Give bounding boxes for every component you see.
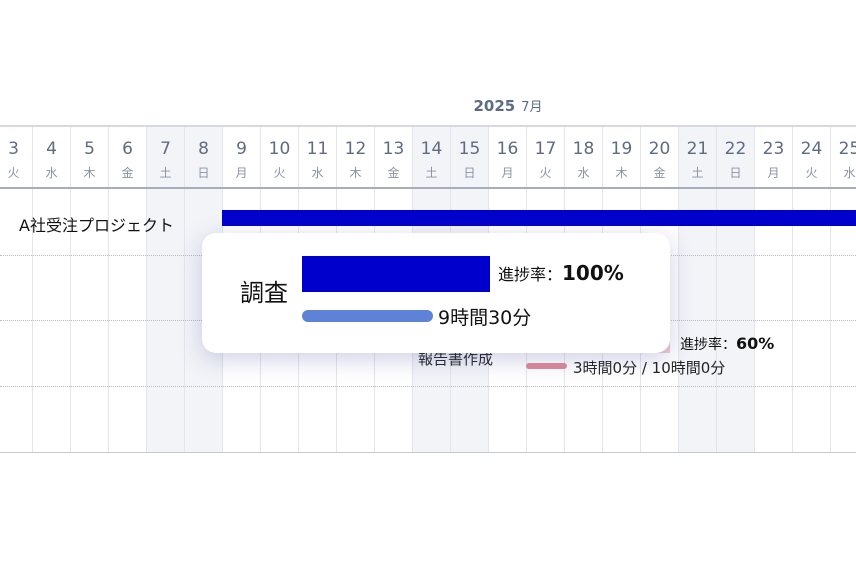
day-number: 9 bbox=[236, 139, 247, 159]
tooltip-time: 9時間30分 bbox=[438, 307, 532, 329]
weekday-label: 火 bbox=[7, 166, 20, 180]
weekday-label: 水 bbox=[577, 166, 590, 180]
weekday-label: 木 bbox=[83, 166, 96, 180]
task-tooltip: 調査 進捗率：100% 9時間30分 bbox=[202, 233, 670, 353]
weekday-label: 日 bbox=[729, 166, 742, 180]
weekday-label: 月 bbox=[501, 166, 514, 180]
weekday-label: 月 bbox=[235, 166, 248, 180]
day-number: 17 bbox=[534, 139, 557, 159]
day-number: 15 bbox=[458, 139, 481, 159]
weekday-label: 木 bbox=[349, 166, 362, 180]
weekday-label: 金 bbox=[653, 166, 666, 180]
weekday-label: 土 bbox=[691, 166, 704, 180]
task-label: 報告書作成 bbox=[418, 350, 494, 368]
task-progress: 進捗率：60% bbox=[680, 334, 774, 354]
day-number: 21 bbox=[686, 139, 709, 159]
day-number: 6 bbox=[122, 139, 133, 159]
month-label: 7月 bbox=[521, 100, 543, 115]
weekday-label: 日 bbox=[197, 166, 210, 180]
day-number: 12 bbox=[344, 139, 367, 159]
progress-label: 進捗率： bbox=[498, 265, 563, 284]
weekday-label: 水 bbox=[45, 166, 58, 180]
weekday-label: 火 bbox=[539, 166, 552, 180]
weekday-label: 木 bbox=[615, 166, 628, 180]
day-number: 7 bbox=[160, 139, 171, 159]
day-number: 8 bbox=[198, 139, 209, 159]
task-time-bar bbox=[526, 363, 567, 369]
day-number: 19 bbox=[610, 139, 633, 159]
grid-bottom-border bbox=[0, 452, 856, 453]
project-label: A社受注プロジェクト bbox=[19, 216, 174, 235]
day-number: 22 bbox=[724, 139, 747, 159]
weekday-label: 火 bbox=[273, 166, 286, 180]
day-column: 24 火 bbox=[793, 126, 831, 452]
day-column: 22 日 bbox=[717, 126, 755, 452]
day-number: 23 bbox=[762, 139, 785, 159]
day-number: 20 bbox=[648, 139, 671, 159]
tooltip-task-name: 調査 bbox=[240, 279, 288, 307]
day-number: 16 bbox=[496, 139, 519, 159]
day-column: 21 土 bbox=[679, 126, 717, 452]
day-number: 5 bbox=[84, 139, 95, 159]
progress-value: 100% bbox=[562, 261, 624, 285]
day-number: 11 bbox=[306, 139, 329, 159]
day-number: 18 bbox=[572, 139, 595, 159]
weekday-label: 土 bbox=[159, 166, 172, 180]
day-column: 20 金 bbox=[641, 126, 679, 452]
progress-value: 60% bbox=[736, 334, 775, 353]
day-column: 25 水 bbox=[831, 126, 856, 452]
month-header: 2025 7月 bbox=[0, 96, 856, 115]
day-number: 14 bbox=[420, 139, 443, 159]
tooltip-progress: 進捗率：100% bbox=[498, 261, 624, 285]
weekday-label: 金 bbox=[387, 166, 400, 180]
day-column: 23 月 bbox=[755, 126, 793, 452]
weekday-label: 火 bbox=[805, 166, 818, 180]
day-number: 10 bbox=[268, 139, 291, 159]
day-number: 13 bbox=[382, 139, 405, 159]
tooltip-progress-bar bbox=[302, 256, 490, 292]
day-number: 24 bbox=[800, 139, 823, 159]
project-bar[interactable] bbox=[222, 210, 856, 226]
year-label: 2025 bbox=[473, 97, 516, 115]
day-number: 4 bbox=[46, 139, 57, 159]
day-number: 3 bbox=[8, 139, 19, 159]
weekday-label: 水 bbox=[843, 166, 856, 180]
tooltip-time-bar bbox=[302, 310, 433, 322]
weekday-label: 月 bbox=[767, 166, 780, 180]
day-number: 25 bbox=[838, 139, 856, 159]
header-bottom-border bbox=[0, 187, 856, 189]
task-time: 3時間0分 / 10時間0分 bbox=[573, 359, 726, 377]
weekday-label: 土 bbox=[425, 166, 438, 180]
weekday-label: 水 bbox=[311, 166, 324, 180]
weekday-label: 金 bbox=[121, 166, 134, 180]
weekday-label: 日 bbox=[463, 166, 476, 180]
row-divider bbox=[0, 386, 856, 387]
progress-label: 進捗率： bbox=[680, 337, 736, 353]
header-top-border bbox=[0, 125, 856, 127]
